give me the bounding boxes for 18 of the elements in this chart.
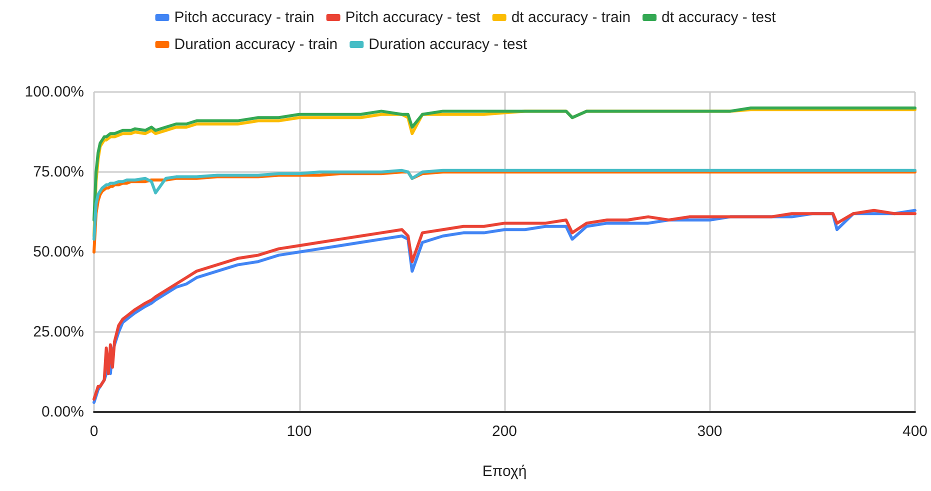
y-tick-label: 25.00%	[33, 324, 84, 340]
legend-label: dt accuracy - train	[511, 9, 631, 26]
x-tick-label: 100	[286, 423, 312, 440]
y-tick-label: 100.00%	[24, 84, 84, 100]
legend-label: dt accuracy - test	[662, 9, 777, 26]
line-series	[92, 168, 916, 241]
x-tick-label: 200	[492, 423, 518, 440]
legend-label: Pitch accuracy - test	[345, 9, 482, 26]
y-tick-label: 0.00%	[41, 404, 84, 420]
x-axis-title: Εποχή	[482, 463, 527, 480]
x-tick-label: 0	[90, 423, 98, 440]
x-tick-label: 400	[902, 423, 928, 440]
legend-label: Pitch accuracy - train	[174, 9, 314, 26]
y-tick-label: 75.00%	[33, 164, 84, 180]
legend-label: Duration accuracy - test	[368, 36, 528, 53]
y-tick-label: 50.00%	[33, 244, 84, 260]
x-tick-label: 300	[697, 423, 722, 440]
legend-label: Duration accuracy - train	[174, 36, 338, 53]
